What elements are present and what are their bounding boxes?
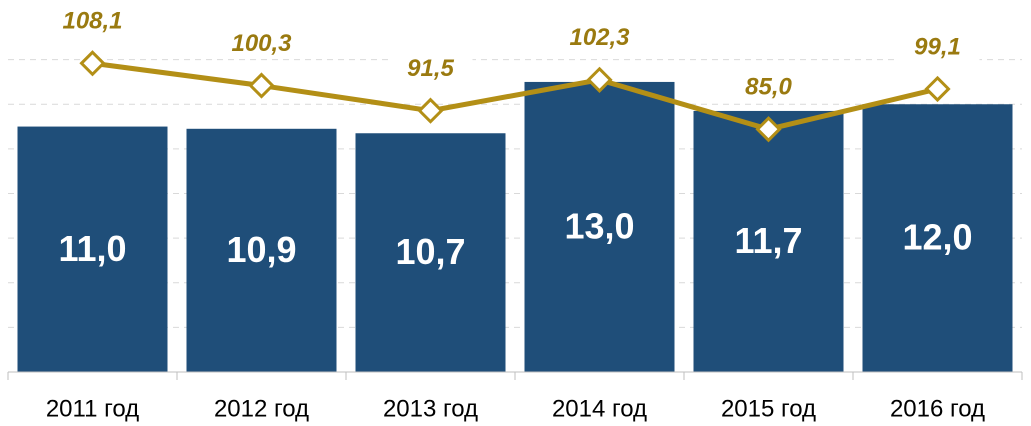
bar <box>693 110 844 372</box>
bar-value-label: 11,7 <box>734 220 802 261</box>
x-tick-label: 2011 год <box>46 395 139 422</box>
line-marker <box>248 72 275 99</box>
line-marker <box>755 116 782 143</box>
line-label-bg <box>388 53 473 84</box>
x-tick-label: 2012 год <box>214 395 309 422</box>
line-label-bg <box>726 72 811 103</box>
x-tick-label: 2013 год <box>383 395 478 422</box>
x-tick-label: 2014 год <box>552 395 647 422</box>
bar <box>355 133 506 372</box>
line <box>92 60 939 132</box>
line-label-bg <box>219 28 304 59</box>
bar-value-label: 13,0 <box>564 205 634 246</box>
line-label-bg <box>895 31 980 62</box>
line-value-label: 102,3 <box>569 24 630 51</box>
line-value-label: 100,3 <box>231 30 292 57</box>
line-marker <box>79 50 106 77</box>
line-marker <box>924 75 951 103</box>
line-value-label: 91,5 <box>407 55 454 82</box>
bar-value-label: 10,9 <box>226 229 296 270</box>
line-label-bg <box>557 22 642 53</box>
line-marker <box>586 66 613 93</box>
bar <box>524 81 675 372</box>
line-marker <box>417 97 444 124</box>
bar-value-label: 10,7 <box>395 231 465 272</box>
bar-value-label: 12,0 <box>902 217 972 258</box>
x-tick-label: 2015 год <box>721 395 816 422</box>
line-value-label: 85,0 <box>745 74 792 101</box>
bar <box>17 126 168 372</box>
line-label-bg <box>50 6 135 37</box>
line-value-label: 99,1 <box>914 33 961 60</box>
x-tick-label: 2016 год <box>890 395 985 422</box>
bar <box>186 128 337 372</box>
bar-value-label: 11,0 <box>58 228 126 269</box>
line-value-label: 108,1 <box>62 8 122 35</box>
bar <box>862 104 1013 372</box>
